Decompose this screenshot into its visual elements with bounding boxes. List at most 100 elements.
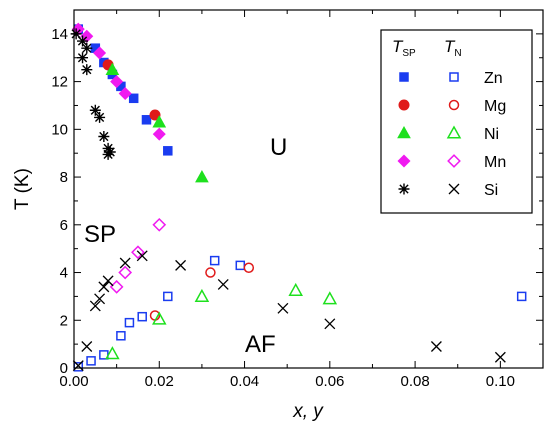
- x-tick-label: 0.04: [230, 373, 259, 390]
- data-point: [149, 109, 161, 121]
- y-tick-label: 4: [60, 265, 68, 282]
- legend-label: Ni: [484, 126, 499, 143]
- y-axis-label: T (K): [12, 168, 33, 210]
- data-point: [89, 104, 101, 116]
- data-point: [136, 250, 148, 262]
- legend-header-tsp-sub: SP: [402, 48, 416, 59]
- data-point: [86, 356, 96, 366]
- data-point: [152, 115, 167, 128]
- y-tick-label: 6: [60, 217, 68, 234]
- data-point: [104, 146, 116, 158]
- data-point: [118, 265, 133, 280]
- data-point: [277, 302, 289, 314]
- legend-marker: [449, 72, 459, 82]
- series-mn-tsp: [71, 22, 166, 141]
- data-point: [81, 64, 93, 76]
- legend-header-tn-sub: N: [454, 48, 461, 59]
- data-point: [94, 293, 106, 305]
- legend-header-tn: TN: [444, 37, 462, 59]
- legend-header-tsp: TSP: [392, 37, 416, 59]
- data-point: [128, 93, 139, 104]
- y-tick-label: 0: [60, 360, 68, 377]
- data-point: [163, 146, 173, 156]
- data-point: [217, 279, 229, 290]
- data-point: [110, 75, 124, 89]
- series-mn-tn: [109, 217, 167, 294]
- legend-marker: [399, 72, 409, 82]
- data-point: [163, 291, 173, 302]
- legend-marker: [397, 125, 411, 139]
- data-point: [124, 317, 135, 328]
- data-point: [89, 300, 101, 312]
- data-point: [194, 288, 210, 302]
- data-point: [102, 275, 114, 287]
- data-point: [73, 362, 84, 372]
- legend-box: [380, 29, 533, 214]
- data-point: [77, 35, 89, 47]
- legend-row-si: Si: [398, 182, 498, 199]
- region-label-af: AF: [245, 331, 276, 358]
- data-point: [494, 351, 506, 363]
- legend-row-mg: Mg: [398, 98, 506, 115]
- x-tick-label: 0.02: [145, 373, 174, 390]
- region-label-sp: SP: [84, 221, 116, 248]
- x-axis-label: x, y: [292, 401, 324, 422]
- data-point: [119, 257, 131, 269]
- y-tick-label: 2: [60, 312, 68, 329]
- data-point: [94, 111, 106, 123]
- data-marks: [70, 22, 527, 372]
- data-point: [109, 279, 124, 294]
- data-point: [105, 346, 120, 360]
- plot-frame: [73, 9, 544, 369]
- data-point: [105, 62, 120, 75]
- data-point: [324, 318, 336, 330]
- data-point: [141, 115, 152, 125]
- y-tick-label: 12: [51, 74, 68, 91]
- data-point: [118, 87, 132, 101]
- data-point: [98, 281, 110, 293]
- y-tick-labels: 0 2 4 6 8 10 12 14: [51, 26, 68, 377]
- series-si-tn: [72, 250, 506, 372]
- data-point: [152, 127, 166, 141]
- data-point: [235, 260, 246, 271]
- data-point: [243, 262, 255, 274]
- data-point: [209, 255, 220, 266]
- legend-marker: [398, 183, 410, 195]
- data-point: [131, 245, 145, 260]
- legend-header-tsp-main: T: [392, 37, 404, 56]
- y-tick-label: 8: [60, 169, 68, 186]
- legend-marker: [447, 154, 461, 168]
- data-point: [81, 42, 93, 54]
- x-tick-label: 0.08: [400, 373, 429, 390]
- x-tick-label: 0.10: [486, 373, 515, 390]
- series-mg-tsp: [102, 59, 161, 121]
- legend-label: Mn: [484, 154, 506, 171]
- data-point: [116, 331, 126, 341]
- data-point: [98, 130, 110, 142]
- legend-marker: [448, 99, 460, 111]
- data-point: [195, 170, 209, 183]
- series-zn-tn: [73, 255, 527, 372]
- legend-row-ni: Ni: [397, 125, 499, 143]
- x-tick-labels: 0.00 0.02 0.04 0.06 0.08 0.10: [59, 373, 515, 390]
- legend-row-mn: Mn: [397, 154, 506, 171]
- x-tick-label: 0.06: [315, 373, 344, 390]
- legend-marker: [448, 183, 460, 195]
- data-point: [430, 341, 442, 352]
- x-tick-label: 0.00: [59, 373, 88, 390]
- data-point: [175, 259, 187, 271]
- y-tick-label: 14: [51, 26, 68, 43]
- data-point: [72, 360, 84, 372]
- data-point: [93, 46, 107, 60]
- legend-marker: [398, 99, 410, 111]
- data-point: [516, 291, 527, 302]
- data-point: [70, 28, 82, 40]
- legend-rows: Zn Mg Ni Mn Si: [397, 70, 506, 199]
- series-si-tsp: [70, 28, 116, 160]
- y-tick-label: 10: [51, 121, 68, 138]
- legend-label: Zn: [484, 70, 503, 87]
- data-point: [102, 142, 114, 154]
- series-ni-tsp: [105, 62, 209, 183]
